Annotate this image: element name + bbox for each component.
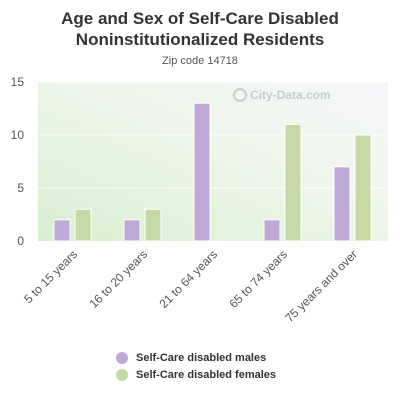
legend-label-males: Self-Care disabled males xyxy=(136,352,267,364)
legend-item-males: Self-Care disabled males xyxy=(116,350,276,366)
legend-swatch-males xyxy=(116,352,128,364)
bar-females xyxy=(144,208,162,242)
bar-males xyxy=(333,166,351,242)
legend-label-females: Self-Care disabled females xyxy=(136,369,277,381)
bar-males xyxy=(123,219,141,242)
y-tick-label: 0 xyxy=(17,234,24,248)
watermark: City-Data.com xyxy=(233,88,331,102)
bar-males xyxy=(53,219,71,242)
gridlines xyxy=(38,81,388,189)
legend: Self-Care disabled males Self-Care disab… xyxy=(116,350,276,384)
plot-area xyxy=(38,82,388,241)
x-tick-label: 5 to 15 years xyxy=(21,247,80,306)
x-tick-label: 65 to 74 years xyxy=(226,247,290,311)
bar-females xyxy=(74,208,92,242)
x-axis: 5 to 15 years 16 to 20 years 21 to 64 year… xyxy=(21,247,360,325)
chart-title: Age and Sex of Self-Care Disabled Nonins… xyxy=(61,9,339,49)
bar-females xyxy=(354,134,372,242)
watermark-icon xyxy=(233,88,247,102)
y-tick-label: 10 xyxy=(11,128,25,142)
x-tick-label: 16 to 20 years xyxy=(86,247,150,311)
watermark-text: City-Data.com xyxy=(250,88,331,102)
y-tick-label: 15 xyxy=(11,75,25,89)
legend-item-females: Self-Care disabled females xyxy=(116,367,276,383)
y-tick-label: 5 xyxy=(17,181,24,195)
bar-females xyxy=(284,123,302,242)
bar-males xyxy=(193,102,211,242)
chart-subtitle: Zip code 14718 xyxy=(162,55,238,67)
bars xyxy=(53,102,372,242)
x-tick-label: 75 years and over xyxy=(282,247,360,325)
bar-males xyxy=(263,219,281,242)
legend-swatch-females xyxy=(116,369,128,381)
y-axis: 0 5 10 15 xyxy=(11,75,25,248)
x-tick-label: 21 to 64 years xyxy=(156,247,220,311)
